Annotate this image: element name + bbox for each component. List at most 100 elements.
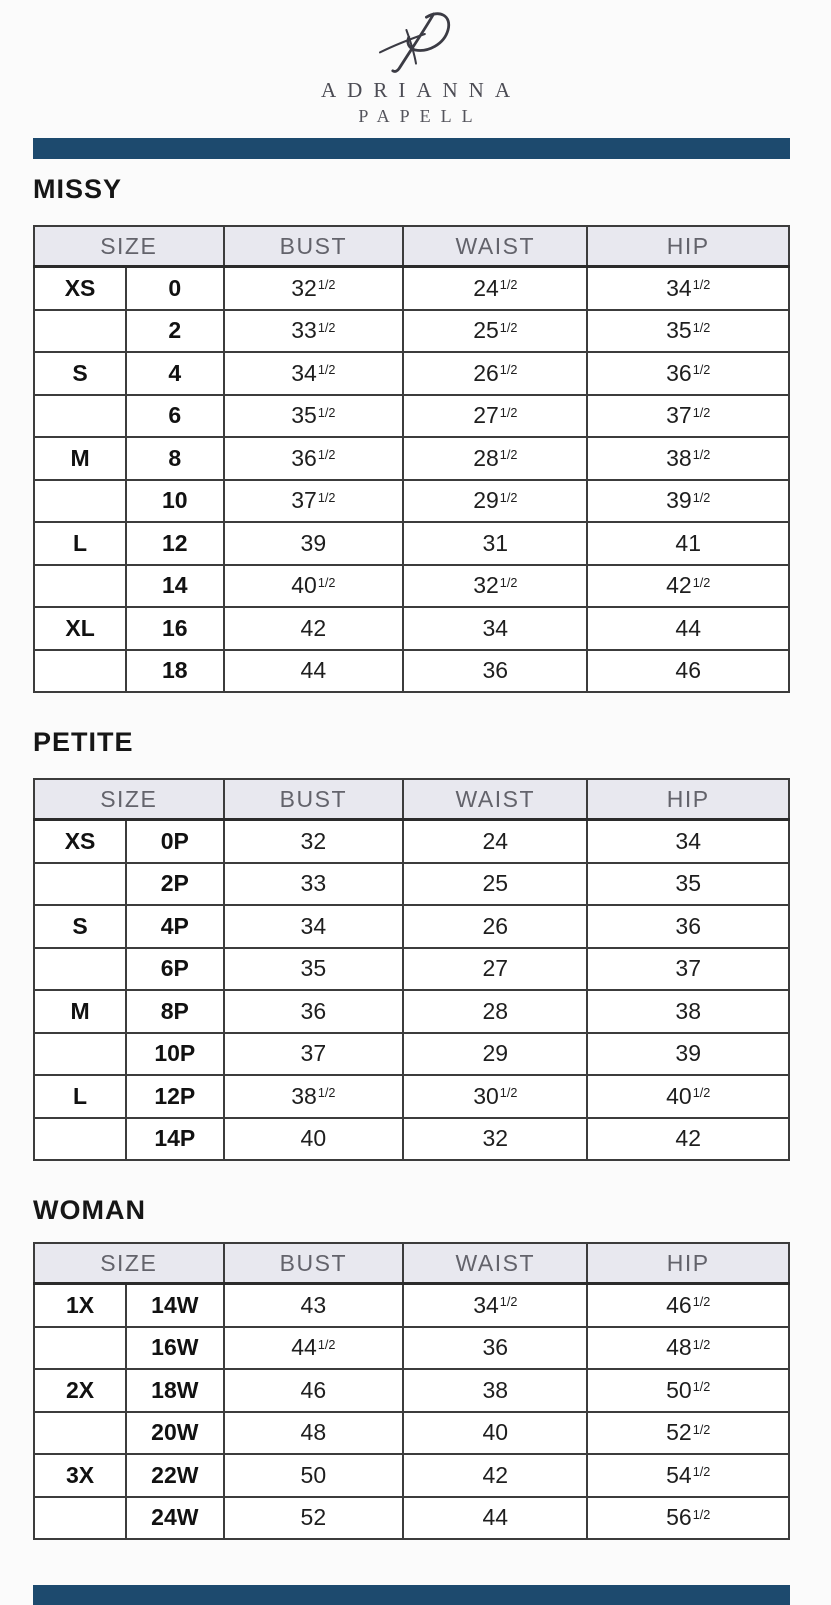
half-fraction: 1/2 (692, 363, 711, 378)
cell-bust: 44 (222, 648, 405, 693)
half-fraction: 1/2 (692, 1507, 711, 1522)
half-fraction: 1/2 (317, 575, 336, 590)
cell-waist: 341/2 (402, 1282, 589, 1328)
cell-size: 20W (125, 1410, 225, 1455)
cell-hip: 361/2 (586, 351, 790, 396)
col-header-hip: HIP (586, 1242, 790, 1285)
table-row: S 4 341/2 261/2 361/2 (32, 351, 790, 396)
cell-bust: 331/2 (222, 308, 405, 353)
table-row: XL 16 42 34 44 (32, 606, 790, 651)
cell-size: 8P (125, 989, 225, 1034)
table-row: L 12 39 31 41 (32, 521, 790, 566)
section-heading-missy: MISSY (33, 174, 123, 204)
table-row: 16W 441/2 36 481/2 (32, 1325, 790, 1370)
cell-hip: 42 (586, 1116, 790, 1161)
half-fraction: 1/2 (499, 490, 518, 505)
col-header-waist: WAIST (402, 778, 589, 821)
col-header-bust: BUST (222, 225, 405, 268)
cell-size-group: XS (32, 265, 128, 311)
header-row: SIZE BUST WAIST HIP (33, 225, 790, 268)
cell-size: 2P (125, 861, 225, 906)
table-row: XS 0P 32 24 34 (32, 818, 790, 864)
half-fraction: 1/2 (692, 1380, 711, 1395)
cell-bust: 46 (222, 1368, 405, 1413)
cell-hip: 501/2 (586, 1368, 790, 1413)
cell-bust: 33 (222, 861, 405, 906)
cell-waist: 28 (402, 989, 589, 1034)
cell-size-group (32, 308, 128, 353)
cell-waist: 29 (402, 1031, 589, 1076)
half-fraction: 1/2 (317, 490, 336, 505)
cell-size-group (32, 861, 128, 906)
cell-bust: 34 (222, 904, 405, 949)
cell-hip: 41 (586, 521, 790, 566)
cell-size-group: S (32, 351, 128, 396)
cell-hip: 481/2 (586, 1325, 790, 1370)
cell-hip: 381/2 (586, 436, 790, 481)
half-fraction: 1/2 (317, 363, 336, 378)
table-row: 24W 52 44 561/2 (32, 1495, 790, 1540)
col-header-size: SIZE (33, 1242, 225, 1285)
cell-waist: 291/2 (402, 478, 589, 523)
cell-size: 4P (125, 904, 225, 949)
cell-waist: 25 (402, 861, 589, 906)
table-row: 3X 22W 50 42 541/2 (32, 1453, 790, 1498)
half-fraction: 1/2 (692, 405, 711, 420)
cell-size: 18 (125, 648, 225, 693)
half-fraction: 1/2 (317, 278, 336, 293)
table-row: 10P 37 29 39 (32, 1031, 790, 1076)
cell-size-group (32, 946, 128, 991)
half-fraction: 1/2 (692, 1337, 711, 1352)
cell-hip: 421/2 (586, 563, 790, 608)
cell-bust: 401/2 (222, 563, 405, 608)
half-fraction: 1/2 (692, 448, 711, 463)
table-head: SIZE BUST WAIST HIP (33, 778, 790, 821)
table-body: XS 0P 32 24 34 2P 33 25 35 S 4P 34 26 36 6P 35 27 37 M 8P 36… (32, 818, 790, 1161)
cell-size: 12P (125, 1074, 225, 1119)
section-missy: MISSY SIZE BUST WAIST HIP XS 0 321/2 241/2 341/2 2… (0, 174, 831, 693)
cell-bust: 40 (222, 1116, 405, 1161)
table-row: 20W 48 40 521/2 (32, 1410, 790, 1455)
table-head: SIZE BUST WAIST HIP (33, 1242, 790, 1285)
cell-bust: 52 (222, 1495, 405, 1540)
size-table-woman: SIZE BUST WAIST HIP 1X 14W 43 341/2 461/2 16W 441/… (32, 1242, 790, 1540)
cell-hip: 541/2 (586, 1453, 790, 1498)
half-fraction: 1/2 (692, 1465, 711, 1480)
cell-size: 8 (125, 436, 225, 481)
cell-waist: 281/2 (402, 436, 589, 481)
cell-size-group: L (32, 1074, 128, 1119)
cell-size: 14 (125, 563, 225, 608)
cell-size-group: XS (32, 818, 128, 864)
half-fraction: 1/2 (317, 1337, 336, 1352)
cell-bust: 42 (222, 606, 405, 651)
brand-monogram-icon (378, 12, 450, 73)
col-header-bust: BUST (222, 778, 405, 821)
cell-size: 16 (125, 606, 225, 651)
half-fraction: 1/2 (499, 320, 518, 335)
cell-bust: 321/2 (222, 265, 405, 311)
half-fraction: 1/2 (499, 405, 518, 420)
col-header-size: SIZE (33, 778, 225, 821)
brand-name-line2: PAPELL (358, 106, 483, 126)
cell-size-group (32, 1410, 128, 1455)
size-chart-sections: MISSY SIZE BUST WAIST HIP XS 0 321/2 241/2 341/2 2… (0, 174, 831, 1540)
half-fraction: 1/2 (692, 278, 711, 293)
table-head: SIZE BUST WAIST HIP (33, 225, 790, 268)
table-row: 14P 40 32 42 (32, 1116, 790, 1161)
cell-bust: 48 (222, 1410, 405, 1455)
cell-size: 12 (125, 521, 225, 566)
cell-hip: 46 (586, 648, 790, 693)
cell-bust: 32 (222, 818, 405, 864)
table-row: S 4P 34 26 36 (32, 904, 790, 949)
table-row: L 12P 381/2 301/2 401/2 (32, 1074, 790, 1119)
cell-size-group: M (32, 436, 128, 481)
col-header-hip: HIP (586, 778, 790, 821)
cell-bust: 381/2 (222, 1074, 405, 1119)
size-table-missy: SIZE BUST WAIST HIP XS 0 321/2 241/2 341/2 2 331/2… (32, 225, 790, 693)
cell-hip: 341/2 (586, 265, 790, 311)
table-row: M 8P 36 28 38 (32, 989, 790, 1034)
cell-bust: 37 (222, 1031, 405, 1076)
cell-bust: 43 (222, 1282, 405, 1328)
cell-size: 2 (125, 308, 225, 353)
cell-size-group: 2X (32, 1368, 128, 1413)
